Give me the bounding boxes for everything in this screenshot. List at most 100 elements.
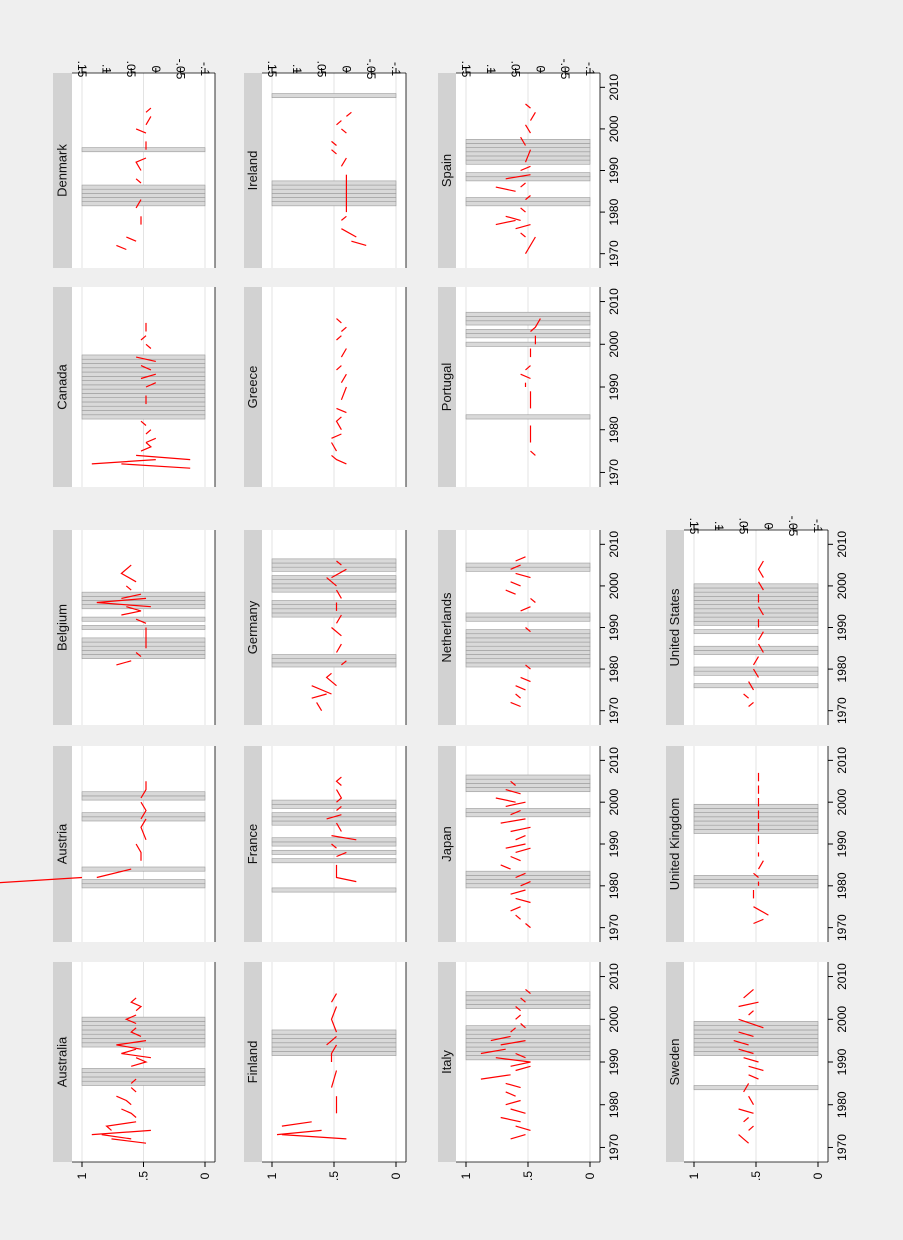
year-tick-label: 2000 [835, 1006, 849, 1033]
panel-austria: Austria [0, 746, 216, 942]
series-line [525, 365, 531, 371]
series-line [145, 107, 152, 113]
panel-italy: Italy 0 .5 1 1970 1980 1990 2000 2010 [438, 962, 621, 1181]
panel-title: Japan [439, 826, 454, 861]
right-axis-tick-label: -.05 [173, 59, 187, 80]
bar [465, 414, 591, 420]
series-line [335, 643, 342, 653]
panel-title: Denmark [55, 144, 70, 197]
bar [81, 1025, 206, 1031]
left-axis-tick-label: 1 [265, 1172, 279, 1179]
series-line [510, 581, 521, 587]
bar [81, 1072, 206, 1078]
series-line [753, 918, 764, 925]
bar [693, 812, 819, 818]
bar [465, 812, 591, 818]
right-axis-tick-label: .1 [290, 64, 304, 74]
series-line [336, 407, 347, 414]
series-line [525, 195, 531, 201]
series-line [748, 1074, 759, 1080]
series-line [738, 1108, 754, 1114]
bar [465, 870, 591, 876]
series-line [325, 672, 337, 687]
bar [81, 397, 206, 403]
year-tick-label: 2010 [607, 531, 621, 558]
series-line [330, 1070, 338, 1088]
series-line [121, 1108, 137, 1118]
bar [271, 180, 397, 186]
year-tick-label: 1990 [607, 1048, 621, 1075]
year-tick-label: 2000 [607, 331, 621, 358]
panel-germany: Germany [244, 530, 407, 725]
series-line [733, 1040, 749, 1046]
year-tick-label: 1990 [607, 157, 621, 184]
series-line [520, 373, 531, 380]
series-line [140, 335, 147, 341]
series-line [140, 420, 147, 426]
right-axis-tick-label: -.1 [583, 62, 597, 76]
series-line [336, 560, 342, 566]
bar [465, 616, 591, 622]
right-axis-tick-label: -.1 [198, 62, 212, 76]
bar [81, 866, 206, 872]
series-line [135, 178, 142, 184]
bar [465, 883, 591, 889]
right-axis-tick-label: .15 [265, 61, 279, 78]
series-line [530, 318, 541, 332]
bar [465, 562, 591, 568]
series-line [331, 568, 347, 579]
bar [465, 808, 591, 813]
bar [271, 1042, 397, 1048]
year-tick-label: 2010 [607, 74, 621, 101]
series-line [738, 1134, 749, 1144]
bar [271, 654, 397, 659]
series-line [495, 219, 516, 226]
panel-title: Netherlands [439, 592, 454, 663]
panel-france: France [244, 746, 407, 942]
series-line [330, 1044, 338, 1062]
bar [271, 816, 397, 822]
series-line [738, 1048, 754, 1055]
series-line [126, 236, 137, 242]
series-line [515, 1125, 531, 1131]
bar [465, 316, 591, 322]
bar [465, 143, 591, 148]
series-line [140, 373, 156, 380]
bar [81, 795, 206, 801]
series-line [743, 693, 749, 699]
series-line [135, 356, 156, 362]
panel-title: United States [667, 588, 682, 667]
series-line [121, 1048, 151, 1059]
year-tick-label: 2000 [607, 115, 621, 142]
series-line [748, 1095, 755, 1105]
bar [693, 591, 819, 597]
panel-title: Germany [245, 600, 260, 654]
series-line [500, 1040, 526, 1046]
series-line [525, 664, 531, 670]
series-line [748, 701, 754, 707]
bar [271, 575, 397, 580]
series-line [520, 1023, 526, 1029]
bar [81, 816, 206, 822]
series-line [510, 889, 526, 895]
bar [465, 774, 591, 780]
series-line [525, 988, 531, 995]
series-line [515, 685, 526, 691]
series-line [515, 1065, 531, 1072]
series-line [495, 1057, 531, 1067]
series-line [0, 876, 83, 884]
series-line [520, 182, 526, 188]
panel-belgium: Belgium [53, 530, 216, 725]
series-line [105, 1121, 137, 1131]
bar [465, 176, 591, 182]
bar [81, 883, 206, 889]
bar [693, 820, 819, 826]
bar [271, 1051, 397, 1056]
series-line [748, 1125, 754, 1131]
series-line [515, 224, 531, 230]
year-tick-label: 1970 [607, 914, 621, 941]
bar [693, 596, 819, 601]
panel-title: Austria [55, 823, 70, 864]
bar [693, 1025, 819, 1031]
bar [271, 799, 397, 805]
